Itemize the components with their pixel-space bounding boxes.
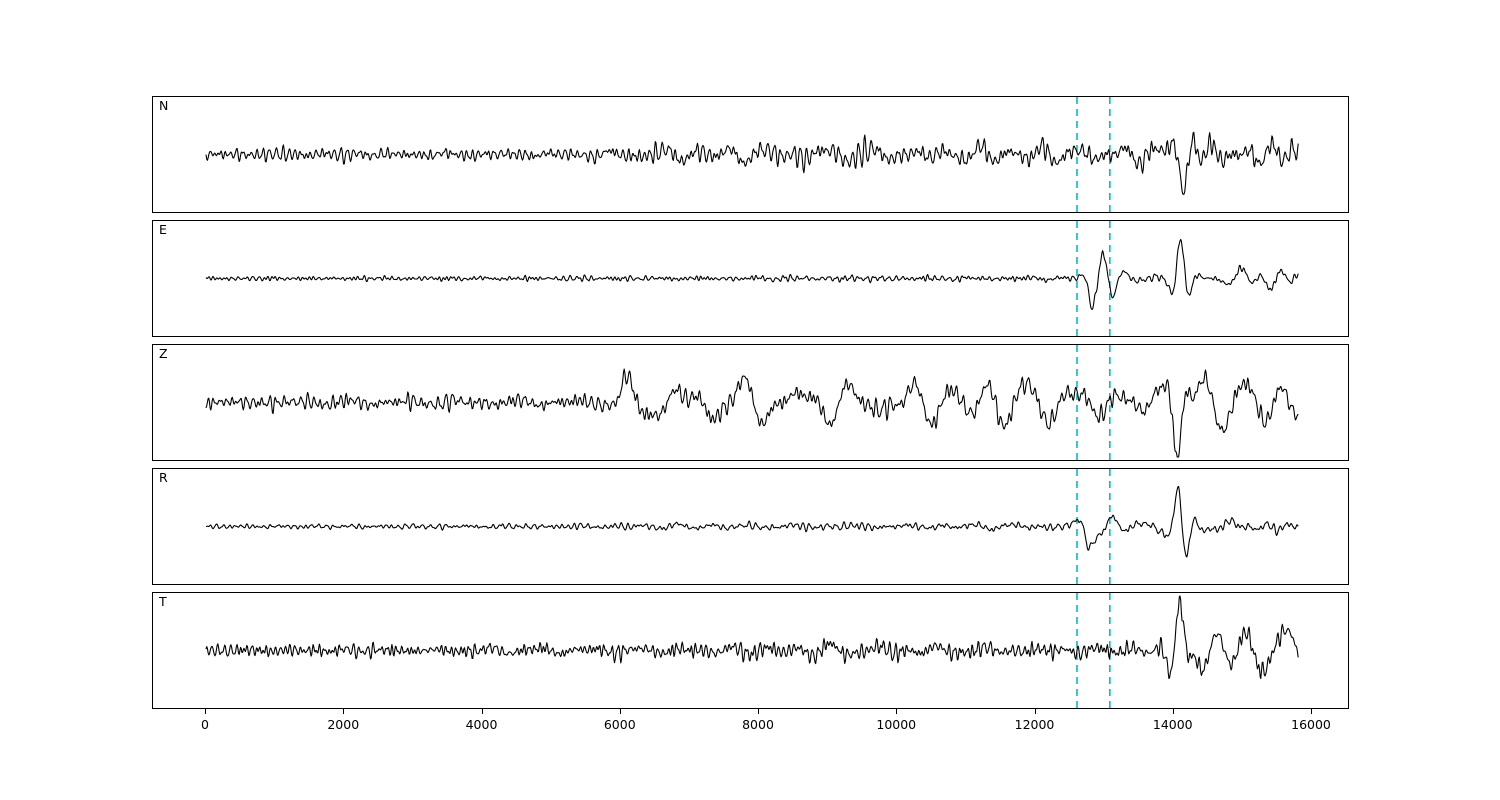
x-tick-label: 2000	[327, 717, 360, 732]
x-tick-mark	[758, 709, 759, 714]
waveform-canvas	[205, 97, 1299, 212]
x-tick-label: 6000	[603, 717, 636, 732]
channel-label: T	[159, 594, 167, 609]
waveform-canvas	[205, 469, 1299, 584]
channel-label: E	[159, 222, 167, 237]
panel-T: T	[152, 592, 1349, 709]
x-tick-mark	[481, 709, 483, 714]
x-tick-mark	[205, 709, 206, 714]
x-tick-mark	[343, 709, 345, 714]
x-axis: 0 2000 4000 6000 8000 10000 12000 14000 16000	[152, 709, 1349, 749]
x-tick-label: 16000	[1291, 717, 1331, 732]
x-tick-mark	[619, 709, 621, 714]
x-tick-mark	[1034, 709, 1036, 714]
waveform-trace	[205, 131, 1299, 195]
waveform-canvas	[205, 221, 1299, 336]
channel-label: Z	[159, 346, 168, 361]
x-tick-label: 4000	[465, 717, 498, 732]
channel-label: N	[159, 98, 169, 113]
x-tick-mark	[1311, 709, 1312, 714]
panel-E: E	[152, 220, 1349, 337]
waveform-trace	[205, 485, 1299, 558]
x-tick-label: 10000	[876, 717, 917, 732]
panel-N: N	[152, 96, 1349, 213]
x-tick-label: 8000	[742, 717, 774, 732]
panel-R: R	[152, 468, 1349, 585]
waveform-canvas	[205, 345, 1299, 460]
waveform-trace	[205, 595, 1299, 680]
x-tick-label: 12000	[1014, 717, 1055, 732]
panel-Z: Z	[152, 344, 1349, 461]
x-tick-label: 14000	[1152, 717, 1193, 732]
waveform-trace	[205, 238, 1299, 311]
x-tick-label: 0	[201, 717, 209, 732]
channel-label: R	[159, 470, 168, 485]
waveform-trace	[205, 368, 1299, 458]
x-tick-mark	[1172, 709, 1174, 714]
x-tick-mark	[896, 709, 898, 714]
waveform-canvas	[205, 593, 1299, 708]
